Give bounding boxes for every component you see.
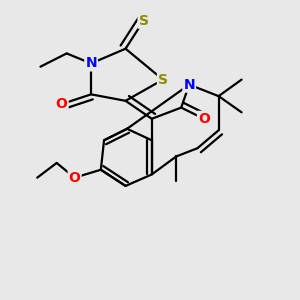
Text: O: O <box>56 97 68 111</box>
Text: O: O <box>69 171 81 185</box>
Text: O: O <box>198 112 210 126</box>
Text: S: S <box>158 73 168 87</box>
Text: N: N <box>183 78 195 92</box>
Text: N: N <box>85 56 97 70</box>
Text: S: S <box>139 14 148 28</box>
